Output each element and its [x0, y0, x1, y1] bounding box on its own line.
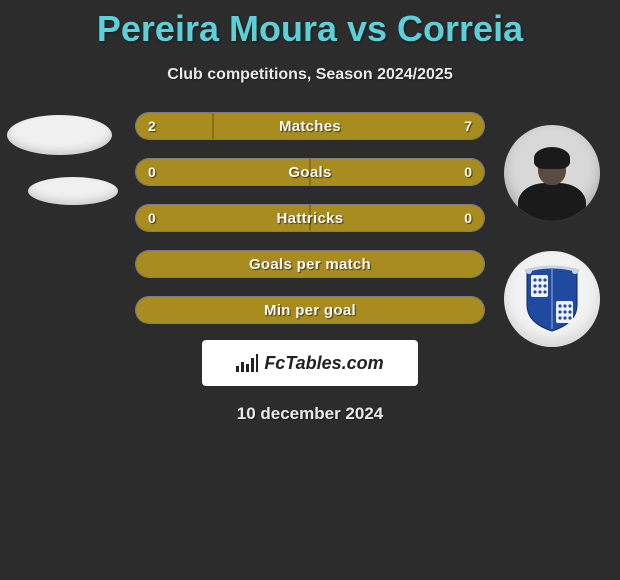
date-text: 10 december 2024: [0, 404, 620, 424]
watermark-badge: FcTables.com: [202, 340, 418, 386]
stat-label: Min per goal: [136, 297, 484, 323]
stat-label: Hattricks: [136, 205, 484, 231]
stat-row-hattricks: 0 Hattricks 0: [135, 204, 485, 232]
stats-container: 2 Matches 7 0 Goals 0 0 Hattricks 0 Goal…: [135, 112, 485, 324]
stat-label: Goals: [136, 159, 484, 185]
page-title: Pereira Moura vs Correia: [0, 0, 620, 50]
right-player-column: [504, 125, 600, 347]
stat-label: Goals per match: [136, 251, 484, 277]
stat-row-goals: 0 Goals 0: [135, 158, 485, 186]
stat-row-min-per-goal: Min per goal: [135, 296, 485, 324]
watermark-text: FcTables.com: [264, 353, 383, 374]
stat-label: Matches: [136, 113, 484, 139]
bar-chart-icon: [236, 354, 258, 372]
right-club-badge: [504, 251, 600, 347]
club-shield-icon: [523, 265, 581, 333]
stat-right-value: 0: [464, 159, 472, 185]
stat-right-value: 0: [464, 205, 472, 231]
page-subtitle: Club competitions, Season 2024/2025: [0, 66, 620, 84]
player-silhouette-icon: [514, 147, 590, 221]
stat-row-matches: 2 Matches 7: [135, 112, 485, 140]
right-player-photo: [504, 125, 600, 221]
left-player-photo-placeholder: [7, 115, 112, 155]
stat-row-goals-per-match: Goals per match: [135, 250, 485, 278]
stat-right-value: 7: [464, 113, 472, 139]
left-club-logo-placeholder: [28, 177, 118, 205]
left-player-column: [0, 115, 118, 205]
